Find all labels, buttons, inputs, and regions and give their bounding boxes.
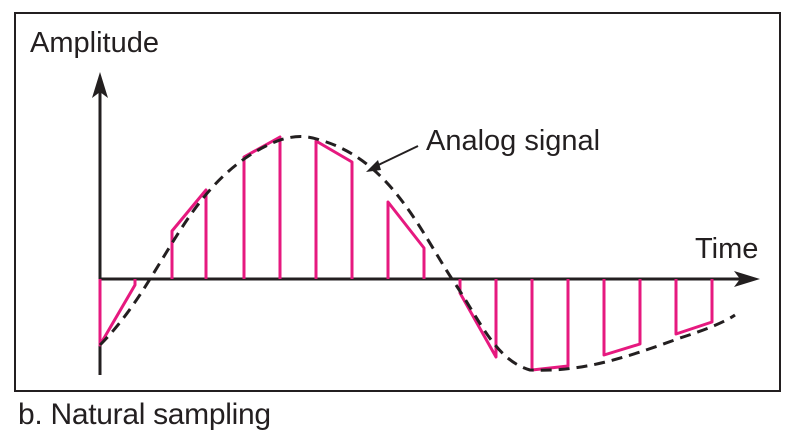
sample-pulse: [458, 279, 498, 359]
signal-leader-line: [371, 145, 419, 169]
signal-label: Analog signal: [426, 125, 600, 157]
figure-caption: b. Natural sampling: [18, 398, 271, 431]
sample-pulse: [170, 188, 208, 279]
diagram-frame: [14, 12, 781, 392]
analog-signal-curve: [98, 135, 736, 372]
sample-pulse: [314, 139, 354, 279]
y-axis-arrow-icon: [92, 72, 108, 98]
signal-leader-arrow-icon: [366, 160, 381, 172]
sample-pulse: [602, 279, 642, 357]
sample-pulse: [98, 279, 137, 347]
sample-pulse: [530, 279, 570, 372]
sample-pulse: [674, 279, 714, 336]
x-axis-label: Time: [695, 233, 758, 265]
y-axis-label: Amplitude: [30, 27, 159, 59]
x-axis-arrow-icon: [734, 271, 760, 287]
sample-pulse: [386, 200, 426, 279]
sample-pulses: [98, 135, 714, 372]
sample-pulse: [242, 135, 282, 279]
